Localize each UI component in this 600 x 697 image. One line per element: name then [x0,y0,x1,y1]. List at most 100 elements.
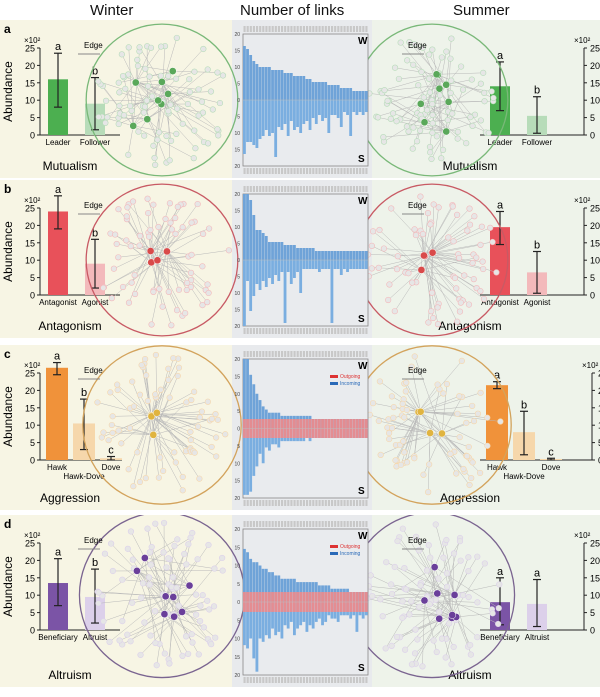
category-label: Agonist [524,298,551,307]
incoming-bar-winter [309,79,312,100]
node-id-label [247,351,249,357]
network-node [455,129,461,135]
network-node [189,252,195,258]
network-hub-node [434,590,441,597]
network-hub-node [163,248,170,255]
network-node [369,243,375,249]
network-node [481,90,487,96]
incoming-bar-summer [274,100,277,157]
edge-legend-label: Edge [408,366,427,375]
network-node [188,429,194,435]
network-node [167,200,173,206]
network-node [200,302,206,308]
network-node [119,618,125,624]
incoming-bar-summer [277,100,280,127]
y-tick-label: 5 [590,273,595,283]
network-hub-node [443,128,450,135]
network-node [128,639,134,645]
network-hub-node [443,81,450,88]
interaction-label: Aggression [40,491,100,505]
y-axis-label: Abundance [1,386,15,447]
incoming-bar-summer [246,429,249,495]
links-tick-label: 10 [234,291,240,297]
network-node [208,89,214,95]
network-node [174,585,180,591]
incoming-bar-winter [268,242,271,260]
node-id-label [309,521,311,527]
incoming-bar-winter [296,248,299,260]
incoming-bar-winter [321,82,324,100]
network-node [429,156,435,162]
node-id-label [325,328,327,334]
interaction-label: Altruism [48,668,91,682]
node-id-label [272,677,274,683]
node-id-label [334,500,336,506]
network-node [425,210,431,216]
network-node [433,522,439,528]
network-node [130,557,136,563]
network-node [435,382,441,388]
network-node [383,646,389,652]
network-node [378,596,384,602]
network-node [441,555,447,561]
incoming-bar-summer [259,260,262,290]
incoming-bar-winter [277,242,280,260]
incoming-bar-summer [246,100,249,142]
links-tick-label: 20 [234,496,240,502]
network-node [138,652,144,658]
node-id-label [353,168,355,174]
network-node [199,99,205,105]
network-node [414,138,420,144]
node-id-label [331,168,333,174]
node-id-label [356,351,358,357]
node-id-label [353,351,355,357]
network-node [195,424,201,430]
node-id-label [303,26,305,32]
network-node [478,390,484,396]
network-node [388,206,394,212]
network-node [211,604,217,610]
network-node [180,224,186,230]
incoming-bar-winter [315,251,318,260]
y-tick-label: 25 [590,44,600,54]
scale-label: ×10² [574,531,591,540]
category-label: Follower [80,138,111,147]
node-id-label [275,500,277,506]
incoming-bar-winter [243,359,246,429]
incoming-bar-winter [356,251,359,260]
node-id-label [281,351,283,357]
legend-incoming-swatch [330,382,338,385]
node-id-label [309,168,311,174]
network-node [377,379,383,385]
node-id-label [275,328,277,334]
network-node [421,472,427,478]
network-node [392,308,398,314]
network-node [389,643,395,649]
node-id-label [328,168,330,174]
edge-legend-label: Edge [84,41,103,50]
node-id-label [265,677,267,683]
node-id-label [337,26,339,32]
significance-letter: a [497,199,504,211]
links-tick-label: 15 [234,545,240,551]
network-node [95,400,101,406]
node-id-label [312,351,314,357]
y-axis-label: Abundance [1,61,15,122]
incoming-bar-summer [362,260,365,269]
node-id-label [309,186,311,192]
significance-letter: c [548,446,554,458]
links-tick-label: 10 [234,564,240,570]
network-node [161,520,167,526]
incoming-bar-summer [318,100,321,115]
node-id-label [300,168,302,174]
network-hub-node [178,608,185,615]
node-id-label [334,26,336,32]
network-node [498,419,504,425]
incoming-bar-winter [306,248,309,260]
category-label: Hawk [47,463,68,472]
network-node [421,95,427,101]
incoming-bar-summer [349,100,352,136]
bar-hawk [46,368,68,460]
network-node [386,436,392,442]
network-node [389,591,395,597]
